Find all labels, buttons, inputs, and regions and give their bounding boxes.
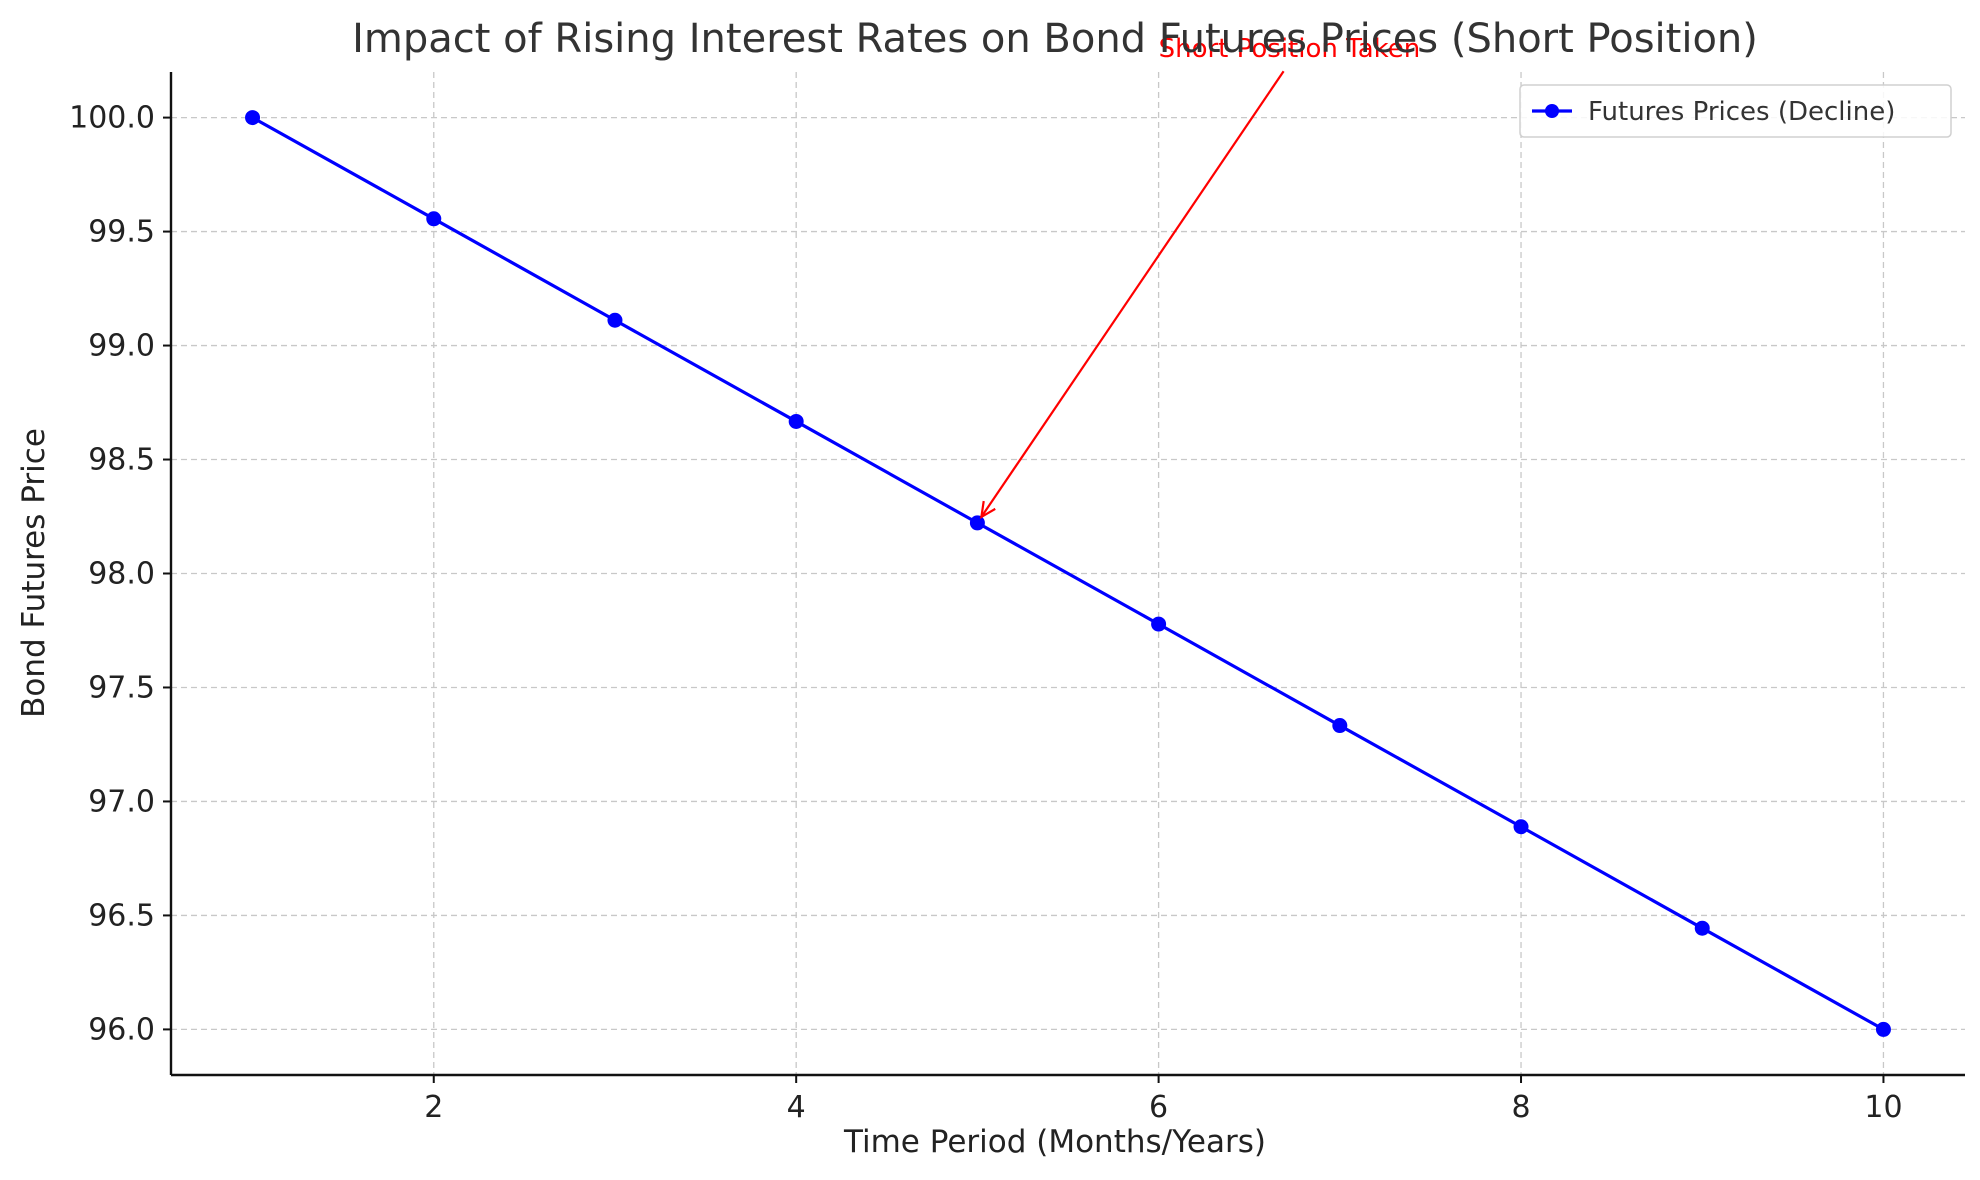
x-tick-label: 4 <box>787 1090 806 1125</box>
chart-title: Impact of Rising Interest Rates on Bond … <box>352 16 1758 62</box>
y-tick-label: 100.0 <box>69 101 155 136</box>
annotation-layer: Short Position Taken <box>979 34 1421 519</box>
x-axis-label: Time Period (Months/Years) <box>843 1124 1266 1160</box>
data-point <box>1332 718 1348 734</box>
data-point <box>1875 1021 1891 1037</box>
data-point <box>788 413 804 429</box>
y-tick-label: 96.0 <box>88 1012 155 1047</box>
data-point <box>245 110 261 126</box>
y-tick-label: 98.5 <box>88 443 155 478</box>
y-tick-label: 97.0 <box>88 784 155 819</box>
x-tick-label: 10 <box>1864 1090 1902 1125</box>
y-tick-label: 98.0 <box>88 557 155 592</box>
series-line <box>251 116 1885 1031</box>
legend: Futures Prices (Decline) <box>1519 84 1952 138</box>
y-tick-label: 99.0 <box>88 329 155 364</box>
data-point <box>1151 616 1167 632</box>
y-tick-label: 96.5 <box>88 898 155 933</box>
x-tick-label: 6 <box>1149 1090 1168 1125</box>
axes-layer: 2 4 6 8 10 96.0 96.5 97.0 97.5 98.0 98.5 99.0 99.5 10… <box>69 72 1965 1125</box>
data-point <box>1513 819 1529 835</box>
legend-label: Futures Prices (Decline) <box>1588 97 1895 127</box>
data-point <box>1694 920 1710 936</box>
data-point <box>426 211 442 227</box>
y-tick-label: 99.5 <box>88 215 155 250</box>
legend-box <box>1519 84 1952 138</box>
y-tick-label: 97.5 <box>88 670 155 705</box>
x-tick-label: 2 <box>424 1090 443 1125</box>
annotation-text: Short Position Taken <box>1159 34 1421 64</box>
legend-marker-swatch <box>1545 104 1559 118</box>
y-axis-label: Bond Futures Price <box>16 428 52 718</box>
series-layer <box>245 110 1891 1037</box>
data-point <box>607 312 623 328</box>
annotation-arrowhead <box>979 500 996 519</box>
data-point <box>969 515 985 531</box>
annotation-arrow <box>980 70 1285 518</box>
x-tick-label: 8 <box>1511 1090 1530 1125</box>
